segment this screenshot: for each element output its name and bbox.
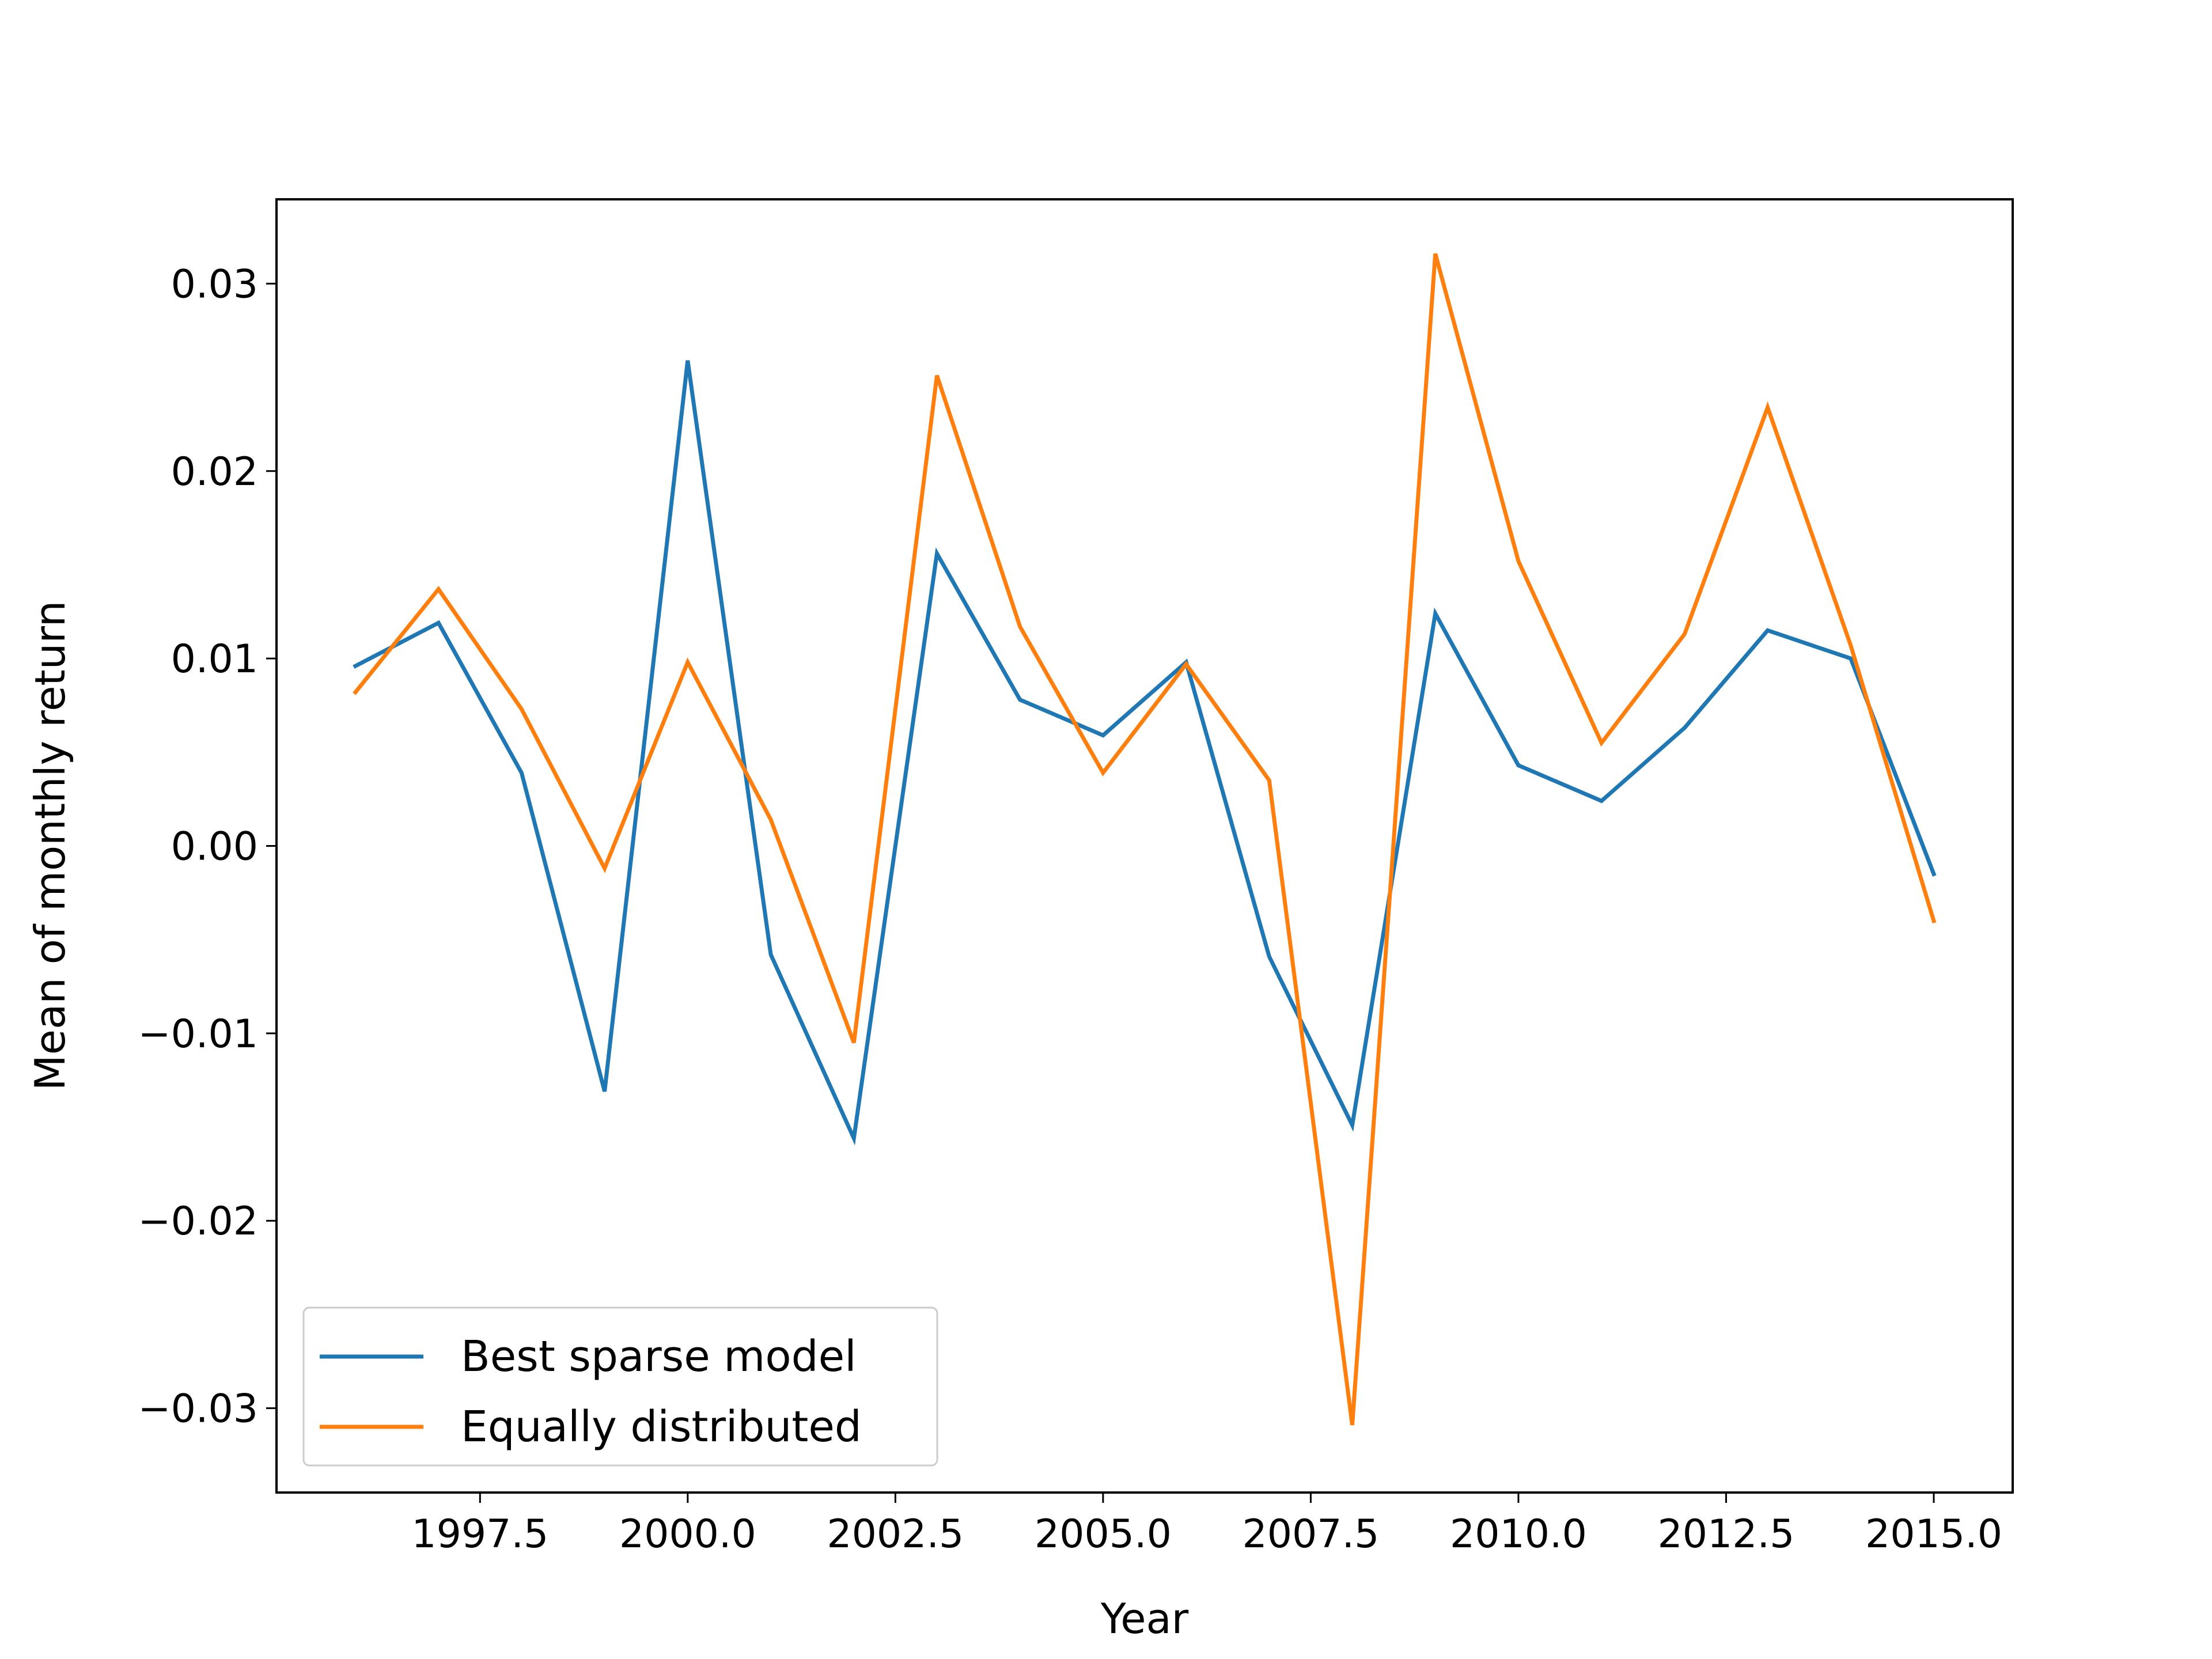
x-tick-label: 2012.5: [1658, 1512, 1795, 1557]
y-axis: −0.03 −0.02 −0.01 0.00 0.01 0.02 0.03: [138, 262, 276, 1432]
x-tick-label: 1997.5: [411, 1512, 548, 1557]
legend-label: Best sparse model: [461, 1332, 857, 1381]
legend-box: [302, 1306, 938, 1467]
plot-area: [353, 253, 1937, 1426]
y-tick-label: 0.03: [171, 262, 258, 307]
y-tick-label: −0.01: [138, 1012, 258, 1057]
y-tick-label: −0.03: [138, 1387, 258, 1432]
legend: Best sparse model Equally distributed: [302, 1306, 938, 1467]
x-tick-label: 2002.5: [827, 1512, 964, 1557]
axes-frame: [275, 198, 2014, 1494]
series-line-equally-distributed: [353, 253, 1937, 1426]
y-axis-title: Mean of monthly return: [26, 601, 74, 1091]
x-tick-label: 2015.0: [1865, 1512, 2002, 1557]
legend-label: Equally distributed: [461, 1402, 862, 1452]
x-tick-label: 2000.0: [619, 1512, 756, 1557]
y-tick-label: 0.00: [171, 824, 258, 870]
y-tick-label: 0.01: [171, 637, 258, 682]
series-line-best-sparse-model: [353, 360, 1937, 1146]
x-axis: 1997.5 2000.0 2002.5 2005.0 2007.5 2010.0 2012…: [411, 1493, 2002, 1557]
x-tick-label: 2007.5: [1242, 1512, 1379, 1557]
y-tick-label: −0.02: [138, 1199, 258, 1244]
x-axis-title: Year: [1100, 1594, 1189, 1643]
x-tick-label: 2010.0: [1450, 1512, 1587, 1557]
x-tick-label: 2005.0: [1035, 1512, 1172, 1557]
y-tick-label: 0.02: [171, 449, 258, 495]
